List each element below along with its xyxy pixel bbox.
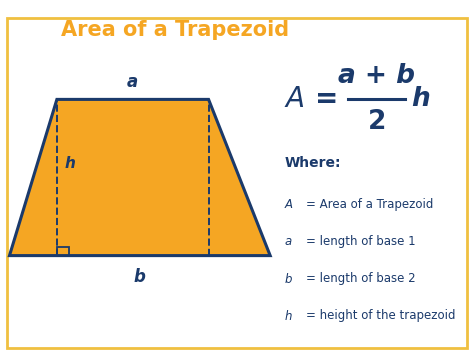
- Text: = Area of a Trapezoid: = Area of a Trapezoid: [306, 198, 433, 211]
- Text: a + b: a + b: [338, 63, 415, 89]
- Text: $\mathit{h}$: $\mathit{h}$: [284, 309, 293, 323]
- Text: h: h: [65, 156, 75, 171]
- Text: $\mathit{A}$ =: $\mathit{A}$ =: [284, 86, 337, 113]
- Text: = length of base 2: = length of base 2: [306, 272, 415, 285]
- FancyBboxPatch shape: [7, 18, 467, 348]
- Text: $\mathit{a}$: $\mathit{a}$: [284, 235, 293, 248]
- Text: Area of a Trapezoid: Area of a Trapezoid: [61, 20, 290, 40]
- Text: 2: 2: [368, 109, 386, 136]
- Text: = length of base 1: = length of base 1: [306, 235, 415, 248]
- Text: $\mathit{A}$: $\mathit{A}$: [284, 198, 294, 211]
- Text: Where:: Where:: [284, 156, 341, 170]
- Text: a: a: [127, 73, 138, 91]
- Polygon shape: [9, 99, 270, 256]
- Text: b: b: [134, 268, 146, 286]
- Text: $\mathit{b}$: $\mathit{b}$: [284, 272, 293, 286]
- Text: = height of the trapezoid: = height of the trapezoid: [306, 310, 455, 322]
- Text: h: h: [411, 86, 430, 113]
